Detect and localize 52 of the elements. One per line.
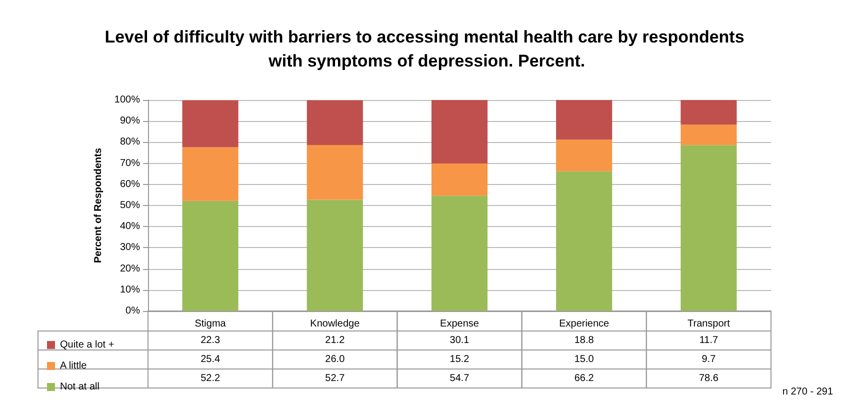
- chart-title: Level of difficulty with barriers to accessing mental health care by respondents with symptoms of depression. Percent.: [104, 28, 744, 70]
- data-label: 15.0: [574, 354, 594, 365]
- y-tick-label: 80%: [120, 136, 140, 148]
- data-label: 18.8: [574, 335, 594, 346]
- bar: [556, 171, 612, 311]
- text: n 270 - 291: [782, 386, 834, 398]
- bar: [182, 100, 238, 148]
- bar: [556, 100, 612, 140]
- data-label: 21.2: [325, 335, 346, 346]
- x-tick-label: Transport: [687, 318, 730, 330]
- data-label: 66.2: [574, 373, 594, 384]
- legend-label: Not at all: [60, 382, 100, 392]
- y-tick-label: 70%: [120, 158, 140, 169]
- y-tick-label: 0%: [126, 306, 140, 316]
- x-tick-label: Experience: [559, 318, 610, 330]
- bar: [306, 200, 363, 311]
- y-tick-label: 30%: [120, 242, 140, 254]
- bar: [306, 100, 363, 145]
- y-tick-label: 20%: [120, 263, 140, 274]
- x-tick-label: Stigma: [194, 318, 226, 330]
- y-tick-label: 100%: [114, 94, 140, 106]
- data-label: 52.2: [200, 373, 220, 384]
- legend-label: Quite a lot +: [60, 340, 114, 350]
- data-label: 22.3: [200, 335, 220, 346]
- bar: [431, 164, 488, 196]
- data-label: 30.1: [450, 335, 470, 346]
- data-label: 78.6: [698, 373, 719, 384]
- bar: [431, 196, 488, 311]
- y-tick-label: 10%: [120, 284, 140, 296]
- bar: [182, 147, 238, 201]
- y-tick-label: 50%: [120, 200, 140, 211]
- y-tick-label: 90%: [120, 116, 140, 127]
- data-label: 54.7: [450, 373, 470, 384]
- data-label: 26.0: [325, 354, 346, 365]
- bar: [182, 200, 238, 311]
- data-label: 25.4: [200, 354, 220, 365]
- data-label: 52.7: [325, 373, 346, 384]
- bar: [556, 140, 612, 172]
- bar: [680, 145, 737, 311]
- y-tick-label: 40%: [120, 221, 140, 232]
- y-axis-title: Percent of Respondents: [93, 148, 104, 264]
- bar: [680, 124, 737, 146]
- data-label: 15.2: [450, 354, 470, 365]
- data-label: 9.7: [702, 354, 716, 365]
- bar: [680, 100, 737, 125]
- bar: [306, 144, 363, 200]
- x-tick-label: Expense: [440, 318, 480, 330]
- legend-label: A little: [60, 360, 88, 372]
- data-label: 11.7: [699, 335, 718, 346]
- y-tick-label: 60%: [120, 178, 140, 190]
- bar: [431, 100, 488, 164]
- x-tick-label: Knowledge: [310, 318, 360, 330]
